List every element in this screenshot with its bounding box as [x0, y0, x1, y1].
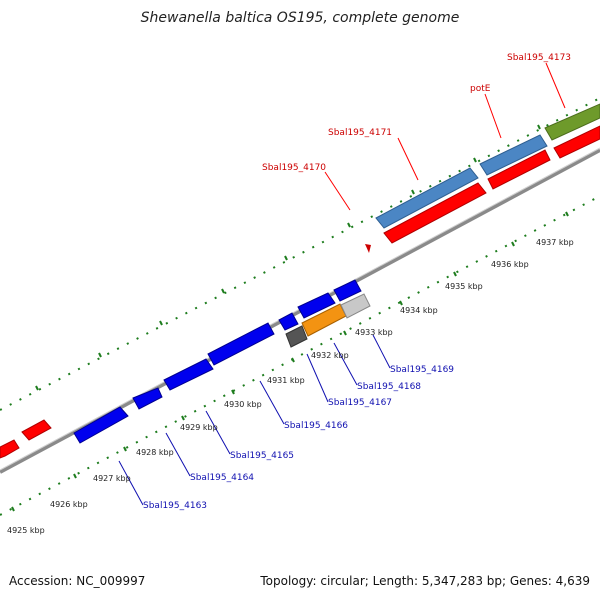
gene-label-sbal195-4170[interactable]: Sbal195_4170: [262, 163, 326, 173]
gene-sbal195-4171[interactable]: [375, 167, 479, 229]
gene-pote[interactable]: [479, 134, 548, 176]
tick-label: 4926 kbp: [50, 500, 88, 509]
upper-tick-line: [0, 97, 600, 411]
lower-tick-line: [0, 195, 600, 516]
tick-label: 4931 kbp: [267, 376, 305, 385]
gene-sbal195-4173[interactable]: [544, 103, 600, 141]
gene-red-strand[interactable]: [553, 125, 600, 159]
gene-sbal195-4170[interactable]: [365, 244, 371, 253]
tick-label: 4925 kbp: [7, 526, 45, 535]
gene-label-sbal195-4167[interactable]: Sbal195_4167: [328, 398, 392, 408]
tick-label: 4929 kbp: [180, 423, 218, 432]
gene-arrow-red[interactable]: [0, 439, 20, 459]
gene-arrow-red[interactable]: [21, 419, 52, 441]
gene-label-sbal195-4173[interactable]: Sbal195_4173: [507, 53, 571, 63]
tick-label: 4937 kbp: [536, 238, 574, 247]
upper-leader-lines: [324, 62, 566, 211]
accession-text: Accession: NC_009997: [9, 574, 145, 588]
gene-label-pote[interactable]: potE: [470, 84, 491, 94]
tick-label: 4935 kbp: [445, 282, 483, 291]
gene-arrow-blue[interactable]: [278, 312, 299, 331]
gene-label-sbal195-4171[interactable]: Sbal195_4171: [328, 128, 392, 138]
gene-sbal195-4166[interactable]: [207, 322, 275, 366]
gene-label-sbal195-4169[interactable]: Sbal195_4169: [390, 365, 454, 375]
gene-sbal195-4163[interactable]: [73, 406, 129, 444]
gene-sbal195-4167[interactable]: [297, 292, 336, 319]
gene-sbal195-4164[interactable]: [132, 387, 163, 410]
tick-label: 4933 kbp: [355, 328, 393, 337]
lower-leader-lines: [118, 334, 391, 506]
genome-summary-text: Topology: circular; Length: 5,347,283 bp…: [259, 574, 590, 588]
upper-major-ticks: [35, 124, 541, 391]
gene-sbal195-4165[interactable]: [163, 358, 214, 391]
gene-label-sbal195-4163[interactable]: Sbal195_4163: [143, 501, 207, 511]
gene-red-strand[interactable]: [487, 149, 551, 190]
gene-label-sbal195-4166[interactable]: Sbal195_4166: [284, 421, 348, 431]
gene-label-sbal195-4168[interactable]: Sbal195_4168: [357, 382, 421, 392]
tick-label: 4936 kbp: [491, 260, 529, 269]
gene-dark-gray[interactable]: [285, 325, 308, 348]
gene-label-sbal195-4164[interactable]: Sbal195_4164: [190, 473, 254, 483]
map-title: Shewanella baltica OS195, complete genom…: [141, 10, 460, 26]
gene-label-sbal195-4165[interactable]: Sbal195_4165: [230, 451, 294, 461]
tick-label: 4930 kbp: [224, 400, 262, 409]
gene-sbal195-4169[interactable]: [340, 293, 371, 319]
tick-label: 4934 kbp: [400, 306, 438, 315]
lower-major-ticks: [11, 211, 569, 512]
tick-label: 4932 kbp: [311, 351, 349, 360]
gene-red-strand[interactable]: [383, 182, 487, 244]
tick-label: 4927 kbp: [93, 474, 131, 483]
tick-label: 4928 kbp: [136, 448, 174, 457]
gene-arrow-blue[interactable]: [333, 279, 362, 302]
